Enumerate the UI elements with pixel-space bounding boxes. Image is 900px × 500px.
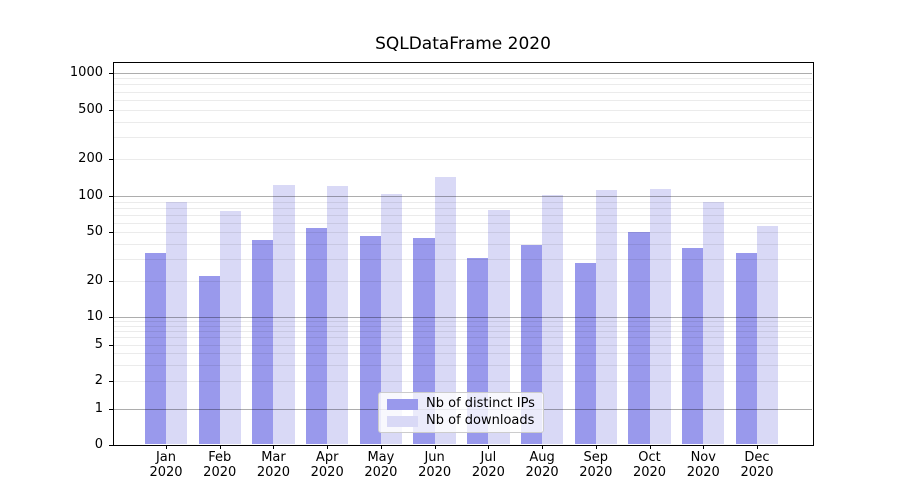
x-tick-mark bbox=[434, 445, 436, 449]
y-tick-mark bbox=[109, 344, 113, 346]
x-tick-mark bbox=[488, 445, 490, 449]
x-tick-mark bbox=[273, 445, 275, 449]
y-tick-mark bbox=[109, 380, 113, 382]
bar-downloads bbox=[488, 209, 510, 444]
bar-distinct-ips bbox=[735, 252, 757, 444]
x-tick-label: Oct 2020 bbox=[632, 450, 667, 480]
bar-distinct-ips bbox=[682, 248, 704, 444]
bar-downloads bbox=[703, 201, 725, 444]
y-tick-mark bbox=[109, 109, 113, 111]
x-tick-label: Dec 2020 bbox=[740, 450, 774, 480]
x-tick-mark bbox=[595, 445, 597, 449]
y-tick-mark bbox=[109, 317, 113, 318]
y-tick-label: 2 bbox=[94, 372, 103, 388]
bar-downloads bbox=[219, 211, 241, 444]
y-tick-label: 100 bbox=[78, 188, 103, 203]
legend-swatch-distinct-ips bbox=[387, 398, 418, 410]
y-tick-label: 20 bbox=[86, 272, 103, 288]
bar-downloads bbox=[542, 195, 564, 444]
y-tick-mark bbox=[109, 158, 113, 160]
bar-downloads bbox=[434, 176, 456, 444]
bar-downloads bbox=[756, 225, 779, 444]
bar-distinct-ips bbox=[305, 228, 328, 444]
x-tick-label: Sep 2020 bbox=[579, 450, 613, 480]
y-tick-label: 10 bbox=[86, 309, 103, 324]
y-tick-mark bbox=[109, 280, 113, 282]
y-tick-mark bbox=[109, 408, 113, 410]
legend-label-downloads: Nb of downloads bbox=[426, 413, 535, 428]
bar-distinct-ips bbox=[574, 262, 596, 444]
bar-distinct-ips bbox=[198, 275, 220, 444]
bar-distinct-ips bbox=[359, 235, 381, 444]
y-tick-mark bbox=[109, 72, 113, 74]
x-tick-mark bbox=[380, 445, 382, 449]
x-tick-label: Jun 2020 bbox=[418, 450, 452, 480]
x-tick-mark bbox=[542, 445, 544, 449]
y-tick-label: 1 bbox=[94, 400, 103, 416]
legend-item-distinct-ips: Nb of distinct IPs bbox=[379, 397, 543, 411]
legend-swatch-downloads bbox=[387, 415, 418, 427]
plot-area bbox=[113, 62, 814, 446]
x-tick-mark bbox=[166, 445, 167, 449]
y-tick-label: 500 bbox=[78, 101, 103, 117]
y-tick-label: 0 bbox=[94, 437, 103, 452]
y-tick-label: 1000 bbox=[69, 64, 103, 80]
x-tick-mark bbox=[703, 445, 705, 449]
x-tick-mark bbox=[327, 445, 329, 449]
x-tick-label: Nov 2020 bbox=[686, 450, 720, 480]
bar-distinct-ips bbox=[628, 232, 650, 444]
bar-distinct-ips bbox=[144, 252, 166, 444]
x-tick-label: Jul 2020 bbox=[471, 450, 505, 480]
bar-downloads bbox=[327, 186, 349, 444]
x-tick-label: May 2020 bbox=[364, 450, 398, 480]
bar-downloads bbox=[166, 201, 188, 444]
x-tick-label: Apr 2020 bbox=[310, 450, 344, 480]
y-tick-mark bbox=[109, 445, 113, 446]
bar-downloads bbox=[595, 189, 617, 444]
x-tick-mark bbox=[219, 445, 221, 449]
x-tick-label: Mar 2020 bbox=[256, 450, 290, 480]
x-tick-label: Feb 2020 bbox=[203, 450, 237, 480]
x-tick-label: Jan 2020 bbox=[149, 450, 183, 480]
bar-downloads bbox=[649, 188, 671, 444]
x-tick-label: Aug 2020 bbox=[525, 450, 559, 480]
y-tick-mark bbox=[109, 196, 113, 197]
y-tick-label: 50 bbox=[86, 224, 103, 240]
y-tick-label: 5 bbox=[94, 336, 103, 352]
bar-distinct-ips bbox=[252, 240, 274, 444]
legend-label-distinct-ips: Nb of distinct IPs bbox=[426, 396, 535, 411]
bar-downloads bbox=[380, 193, 403, 444]
y-tick-mark bbox=[109, 232, 113, 234]
x-tick-mark bbox=[756, 445, 758, 449]
x-tick-mark bbox=[649, 445, 651, 449]
y-tick-label: 200 bbox=[78, 150, 103, 166]
legend-item-downloads: Nb of downloads bbox=[379, 414, 543, 428]
legend: Nb of distinct IPs Nb of downloads bbox=[378, 392, 544, 433]
chart-title: SQLDataFrame 2020 bbox=[375, 34, 551, 54]
bar-downloads bbox=[273, 185, 295, 444]
